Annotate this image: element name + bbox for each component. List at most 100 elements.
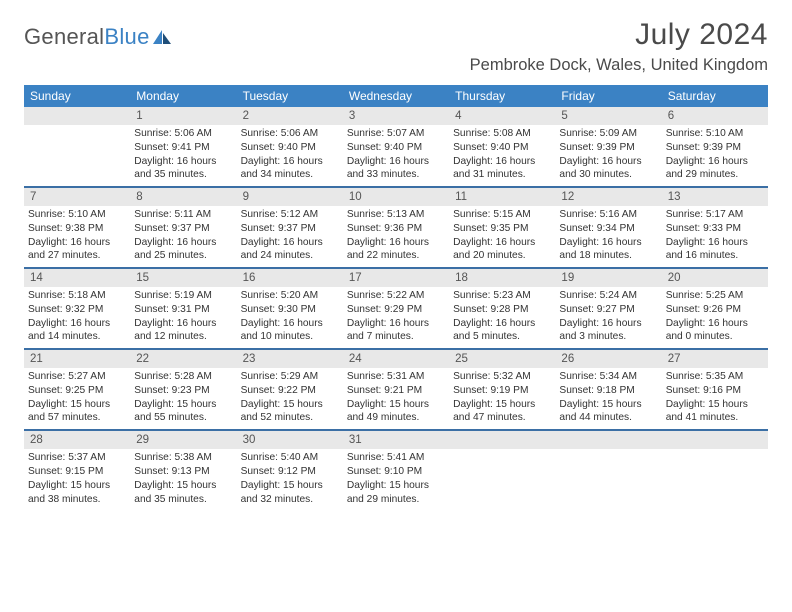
- cell-body: Sunrise: 5:22 AMSunset: 9:29 PMDaylight:…: [343, 287, 449, 348]
- day-header-row: SundayMondayTuesdayWednesdayThursdayFrid…: [24, 85, 768, 107]
- calendar-cell: 6Sunrise: 5:10 AMSunset: 9:39 PMDaylight…: [662, 107, 768, 186]
- cell-body: Sunrise: 5:20 AMSunset: 9:30 PMDaylight:…: [237, 287, 343, 348]
- cell-line: Sunset: 9:37 PM: [134, 222, 232, 236]
- cell-line: Sunset: 9:10 PM: [347, 465, 445, 479]
- cell-line: Daylight: 15 hours: [134, 398, 232, 412]
- cell-line: Sunset: 9:21 PM: [347, 384, 445, 398]
- cell-line: Sunset: 9:16 PM: [666, 384, 764, 398]
- cell-line: Daylight: 15 hours: [134, 479, 232, 493]
- cell-line: Sunrise: 5:13 AM: [347, 208, 445, 222]
- cell-line: and 14 minutes.: [28, 330, 126, 344]
- day-number: 3: [343, 107, 449, 125]
- month-title: July 2024: [470, 18, 768, 52]
- day-number: 14: [24, 269, 130, 287]
- cell-line: Daylight: 16 hours: [559, 236, 657, 250]
- cell-line: Sunset: 9:19 PM: [453, 384, 551, 398]
- cell-body: Sunrise: 5:16 AMSunset: 9:34 PMDaylight:…: [555, 206, 661, 267]
- cell-line: Sunrise: 5:22 AM: [347, 289, 445, 303]
- cell-line: and 35 minutes.: [134, 493, 232, 507]
- day-number: 7: [24, 188, 130, 206]
- cell-line: and 7 minutes.: [347, 330, 445, 344]
- day-number: 29: [130, 431, 236, 449]
- cell-line: and 18 minutes.: [559, 249, 657, 263]
- cell-line: and 35 minutes.: [134, 168, 232, 182]
- calendar-cell: 16Sunrise: 5:20 AMSunset: 9:30 PMDayligh…: [237, 269, 343, 348]
- day-number: 9: [237, 188, 343, 206]
- cell-line: Sunrise: 5:28 AM: [134, 370, 232, 384]
- page-header: GeneralBlue July 2024 Pembroke Dock, Wal…: [24, 18, 768, 75]
- calendar-week: 21Sunrise: 5:27 AMSunset: 9:25 PMDayligh…: [24, 348, 768, 429]
- cell-line: Sunset: 9:32 PM: [28, 303, 126, 317]
- cell-line: Sunset: 9:40 PM: [453, 141, 551, 155]
- cell-line: and 49 minutes.: [347, 411, 445, 425]
- cell-line: and 12 minutes.: [134, 330, 232, 344]
- cell-line: Daylight: 16 hours: [559, 155, 657, 169]
- cell-line: Sunrise: 5:34 AM: [559, 370, 657, 384]
- calendar-week: 28Sunrise: 5:37 AMSunset: 9:15 PMDayligh…: [24, 429, 768, 510]
- cell-line: Daylight: 16 hours: [347, 155, 445, 169]
- cell-body: Sunrise: 5:12 AMSunset: 9:37 PMDaylight:…: [237, 206, 343, 267]
- cell-line: Sunrise: 5:41 AM: [347, 451, 445, 465]
- cell-line: Sunrise: 5:06 AM: [134, 127, 232, 141]
- cell-line: and 32 minutes.: [241, 493, 339, 507]
- cell-line: Sunrise: 5:10 AM: [666, 127, 764, 141]
- calendar-cell: [662, 431, 768, 510]
- cell-line: Sunset: 9:27 PM: [559, 303, 657, 317]
- calendar-cell: 28Sunrise: 5:37 AMSunset: 9:15 PMDayligh…: [24, 431, 130, 510]
- calendar-cell: 29Sunrise: 5:38 AMSunset: 9:13 PMDayligh…: [130, 431, 236, 510]
- cell-body: Sunrise: 5:17 AMSunset: 9:33 PMDaylight:…: [662, 206, 768, 267]
- calendar-cell: 1Sunrise: 5:06 AMSunset: 9:41 PMDaylight…: [130, 107, 236, 186]
- cell-line: and 38 minutes.: [28, 493, 126, 507]
- day-header-cell: Tuesday: [237, 85, 343, 107]
- cell-line: and 30 minutes.: [559, 168, 657, 182]
- day-number: 21: [24, 350, 130, 368]
- cell-line: Sunset: 9:41 PM: [134, 141, 232, 155]
- calendar-cell: 30Sunrise: 5:40 AMSunset: 9:12 PMDayligh…: [237, 431, 343, 510]
- cell-body: Sunrise: 5:24 AMSunset: 9:27 PMDaylight:…: [555, 287, 661, 348]
- cell-body: Sunrise: 5:07 AMSunset: 9:40 PMDaylight:…: [343, 125, 449, 186]
- day-number: 25: [449, 350, 555, 368]
- cell-line: Sunset: 9:29 PM: [347, 303, 445, 317]
- cell-body: Sunrise: 5:18 AMSunset: 9:32 PMDaylight:…: [24, 287, 130, 348]
- calendar-cell: 13Sunrise: 5:17 AMSunset: 9:33 PMDayligh…: [662, 188, 768, 267]
- cell-body: Sunrise: 5:19 AMSunset: 9:31 PMDaylight:…: [130, 287, 236, 348]
- cell-body: Sunrise: 5:34 AMSunset: 9:18 PMDaylight:…: [555, 368, 661, 429]
- cell-line: Sunset: 9:35 PM: [453, 222, 551, 236]
- cell-line: and 29 minutes.: [347, 493, 445, 507]
- cell-line: and 10 minutes.: [241, 330, 339, 344]
- calendar-cell: [449, 431, 555, 510]
- cell-line: Sunset: 9:13 PM: [134, 465, 232, 479]
- cell-line: Daylight: 15 hours: [453, 398, 551, 412]
- cell-line: and 44 minutes.: [559, 411, 657, 425]
- cell-line: Sunset: 9:37 PM: [241, 222, 339, 236]
- cell-body: Sunrise: 5:28 AMSunset: 9:23 PMDaylight:…: [130, 368, 236, 429]
- cell-line: Sunset: 9:22 PM: [241, 384, 339, 398]
- cell-body: [24, 125, 130, 131]
- calendar-cell: 8Sunrise: 5:11 AMSunset: 9:37 PMDaylight…: [130, 188, 236, 267]
- cell-line: Daylight: 15 hours: [28, 398, 126, 412]
- cell-line: Daylight: 15 hours: [241, 398, 339, 412]
- day-number: 8: [130, 188, 236, 206]
- cell-body: Sunrise: 5:29 AMSunset: 9:22 PMDaylight:…: [237, 368, 343, 429]
- cell-body: Sunrise: 5:10 AMSunset: 9:39 PMDaylight:…: [662, 125, 768, 186]
- logo-sail-icon: [153, 29, 173, 45]
- cell-line: and 31 minutes.: [453, 168, 551, 182]
- day-number: 17: [343, 269, 449, 287]
- day-number: 5: [555, 107, 661, 125]
- cell-line: Sunrise: 5:12 AM: [241, 208, 339, 222]
- cell-line: Sunset: 9:12 PM: [241, 465, 339, 479]
- calendar-cell: 18Sunrise: 5:23 AMSunset: 9:28 PMDayligh…: [449, 269, 555, 348]
- cell-line: Daylight: 16 hours: [28, 236, 126, 250]
- day-number: 20: [662, 269, 768, 287]
- cell-line: Sunrise: 5:10 AM: [28, 208, 126, 222]
- cell-line: Sunrise: 5:35 AM: [666, 370, 764, 384]
- cell-line: Daylight: 15 hours: [666, 398, 764, 412]
- day-header-cell: Thursday: [449, 85, 555, 107]
- calendar-cell: 23Sunrise: 5:29 AMSunset: 9:22 PMDayligh…: [237, 350, 343, 429]
- cell-body: Sunrise: 5:25 AMSunset: 9:26 PMDaylight:…: [662, 287, 768, 348]
- cell-line: Sunset: 9:26 PM: [666, 303, 764, 317]
- calendar-cell: 9Sunrise: 5:12 AMSunset: 9:37 PMDaylight…: [237, 188, 343, 267]
- cell-line: and 20 minutes.: [453, 249, 551, 263]
- cell-body: [449, 449, 555, 455]
- cell-line: Daylight: 15 hours: [347, 479, 445, 493]
